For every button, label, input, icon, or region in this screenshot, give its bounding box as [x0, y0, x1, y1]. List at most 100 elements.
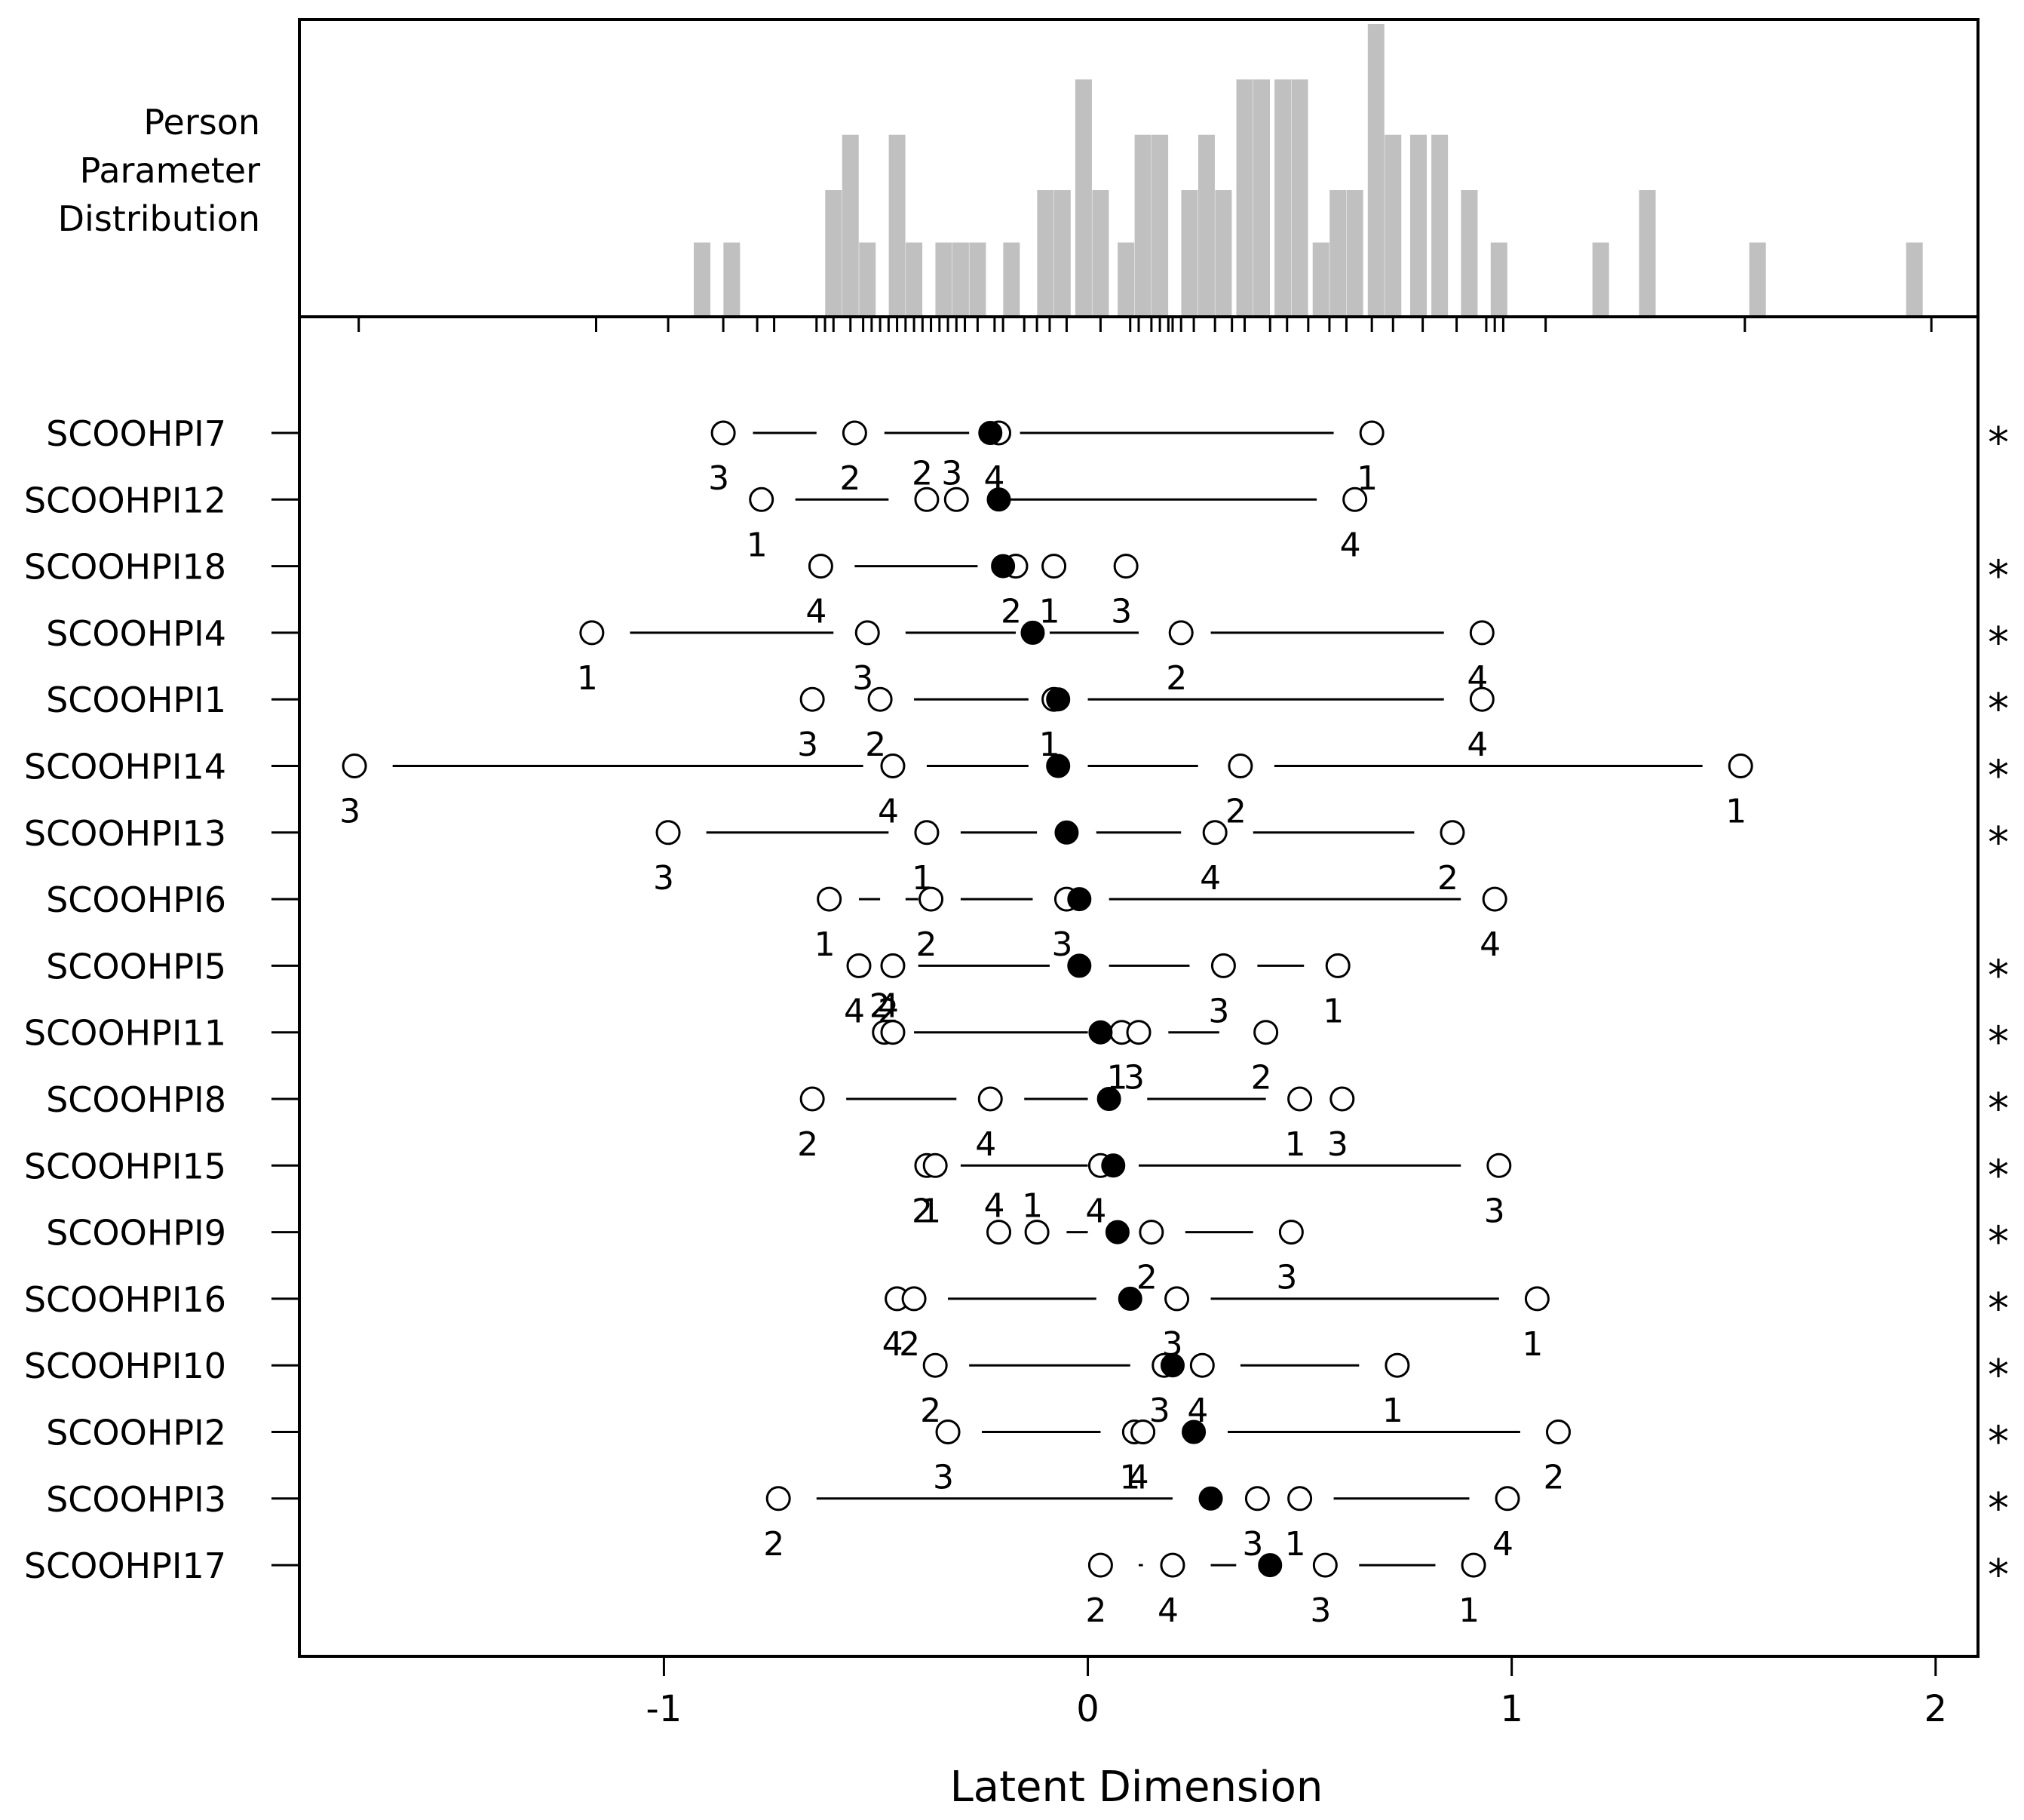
threshold-point-2 — [1041, 554, 1067, 579]
threshold-label-1: 2 — [916, 925, 937, 964]
threshold-label-0: 4 — [984, 1187, 1005, 1226]
threshold-point-1 — [854, 620, 880, 646]
item-location-point — [1088, 1020, 1113, 1045]
threshold-point-1 — [922, 1152, 948, 1178]
item-location-point — [1160, 1353, 1185, 1378]
histogram-bar-26 — [1329, 190, 1347, 315]
histogram-bar-28 — [1367, 24, 1385, 315]
threshold-point-0 — [1087, 1552, 1113, 1578]
histogram-bar-16 — [1134, 134, 1152, 315]
threshold-label-0: 2 — [912, 1192, 933, 1230]
threshold-label-0: 1 — [577, 659, 598, 698]
item-location-point — [1096, 1087, 1121, 1111]
item-location-point — [991, 554, 1016, 579]
threshold-point-3 — [1461, 1552, 1486, 1578]
threshold-point-3 — [1469, 686, 1495, 712]
threshold-label-0: 3 — [653, 859, 674, 898]
item-label: SCOOHPI14 — [24, 747, 226, 787]
threshold-point-3 — [1482, 886, 1507, 912]
item-location-point — [978, 421, 1003, 445]
item-label: SCOOHPI5 — [46, 946, 226, 987]
threshold-point-2 — [1139, 1220, 1164, 1245]
histogram-bar-3 — [842, 134, 859, 315]
threshold-point-0 — [935, 1419, 961, 1444]
threshold-label-2: 1 — [1285, 1125, 1306, 1164]
disordered-star: * — [1988, 1218, 2009, 1267]
threshold-point-1 — [880, 753, 906, 778]
histogram-bar-15 — [1118, 242, 1135, 315]
item-row-SCOOHPI17: SCOOHPI17 2 4 3 1 * — [24, 1545, 2009, 1630]
item-label: SCOOHPI9 — [46, 1213, 226, 1254]
threshold-point-3 — [1113, 554, 1139, 579]
threshold-point-1 — [1160, 1552, 1185, 1578]
disordered-star: * — [1988, 552, 2009, 601]
threshold-label-1: 1 — [1022, 1187, 1043, 1226]
histogram-bar-0 — [694, 242, 711, 315]
threshold-point-3 — [1385, 1352, 1410, 1378]
disordered-star: * — [1988, 685, 2009, 734]
histogram-bar-24 — [1291, 79, 1308, 315]
histogram-bar-32 — [1461, 190, 1478, 315]
threshold-label-0: 3 — [933, 1459, 954, 1497]
histogram-bar-8 — [952, 242, 969, 315]
threshold-point-0 — [579, 620, 605, 646]
histogram-bar-5 — [888, 134, 906, 315]
threshold-point-3 — [1486, 1152, 1512, 1178]
threshold-label-0: 3 — [339, 793, 360, 831]
item-label: SCOOHPI2 — [46, 1413, 226, 1453]
item-row-SCOOHPI14: SCOOHPI14 3 4 2 1 * — [24, 747, 2009, 831]
threshold-point-2 — [1130, 1419, 1156, 1444]
threshold-point-1 — [880, 953, 906, 978]
threshold-point-2 — [1228, 753, 1253, 778]
item-location-point — [1046, 687, 1071, 712]
threshold-point-2 — [1189, 1352, 1215, 1378]
threshold-label-2: 4 — [1200, 859, 1221, 898]
threshold-label-3: 4 — [1340, 526, 1361, 564]
item-row-SCOOHPI18: SCOOHPI18 4 2 1 3 * — [24, 547, 2009, 631]
threshold-label-1: 2 — [912, 454, 933, 493]
item-location-point — [986, 487, 1011, 512]
threshold-point-0 — [342, 753, 367, 778]
threshold-point-0 — [817, 886, 842, 912]
histogram-bar-36 — [1749, 242, 1766, 315]
threshold-label-0: 2 — [920, 1392, 941, 1430]
threshold-label-1: 2 — [1001, 593, 1022, 631]
threshold-point-1 — [901, 1286, 927, 1312]
threshold-point-1 — [1024, 1220, 1050, 1245]
threshold-point-2 — [1312, 1552, 1338, 1578]
threshold-label-2: 2 — [1225, 793, 1247, 831]
histogram-bar-31 — [1431, 134, 1449, 315]
item-location-point — [1118, 1286, 1142, 1311]
threshold-label-1: 4 — [878, 793, 899, 831]
histogram-bar-4 — [859, 242, 876, 315]
item-label: SCOOHPI11 — [24, 1013, 226, 1054]
threshold-point-3 — [1524, 1286, 1550, 1312]
threshold-label-1: 3 — [1242, 1525, 1263, 1564]
threshold-label-3: 1 — [1458, 1591, 1480, 1630]
threshold-label-1: 1 — [1119, 1459, 1140, 1497]
threshold-label-0: 1 — [814, 925, 836, 964]
threshold-label-1: 2 — [899, 1325, 920, 1364]
disordered-star: * — [1988, 419, 2009, 468]
threshold-point-0 — [846, 953, 872, 978]
threshold-label-1: 4 — [975, 1125, 996, 1164]
item-location-point — [1101, 1153, 1126, 1178]
histogram-bar-18 — [1181, 190, 1198, 315]
item-location-point — [1067, 887, 1092, 912]
threshold-point-0 — [986, 1220, 1011, 1245]
item-label: SCOOHPI7 — [46, 413, 226, 454]
x-axis-label: Latent Dimension — [950, 1763, 1323, 1812]
threshold-point-1 — [918, 886, 944, 912]
item-label: SCOOHPI13 — [24, 813, 226, 854]
item-label: SCOOHPI3 — [46, 1479, 226, 1520]
disordered-star: * — [1988, 1085, 2009, 1134]
disordered-star: * — [1988, 1018, 2009, 1067]
threshold-point-3 — [1126, 1020, 1152, 1045]
x-tick-label: 0 — [1076, 1688, 1099, 1730]
histogram-bar-7 — [935, 242, 952, 315]
x-tick-label: 2 — [1924, 1688, 1948, 1730]
